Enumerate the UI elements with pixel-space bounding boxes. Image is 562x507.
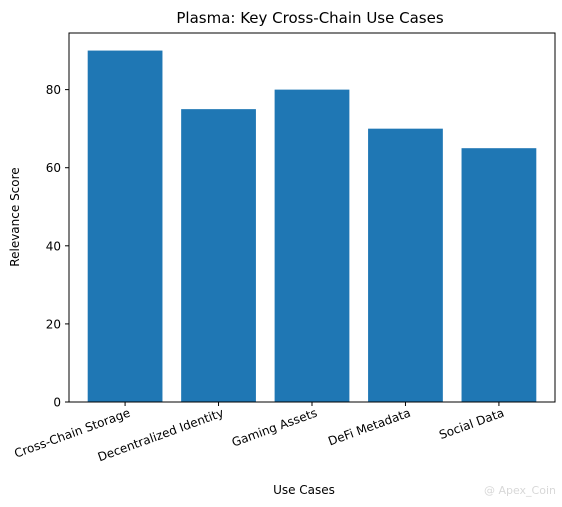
x-tick-label: DeFi Metadata: [326, 406, 412, 449]
x-tick-label: Gaming Assets: [230, 406, 319, 450]
bar-defi-metadata: [368, 128, 443, 402]
chart-title: Plasma: Key Cross-Chain Use Cases: [176, 9, 443, 27]
bar-cross-chain-storage: [87, 50, 163, 402]
bar-decentralized-identity: [181, 109, 256, 403]
bar-social-data: [461, 148, 537, 402]
x-axis-label: Use Cases: [273, 483, 335, 497]
bar-gaming-assets: [274, 89, 350, 402]
bars-group: [87, 50, 537, 403]
y-tick-label: 80: [46, 83, 61, 97]
y-tick-label: 0: [53, 396, 61, 410]
y-axis: 0 20 40 60 80: [46, 83, 69, 410]
y-tick-label: 60: [46, 161, 61, 175]
x-tick-label: Social Data: [437, 406, 506, 442]
watermark: @ Apex_Coin: [483, 484, 556, 497]
y-tick-label: 20: [46, 317, 61, 331]
y-tick-label: 40: [46, 239, 61, 253]
y-axis-label: Relevance Score: [8, 167, 22, 266]
